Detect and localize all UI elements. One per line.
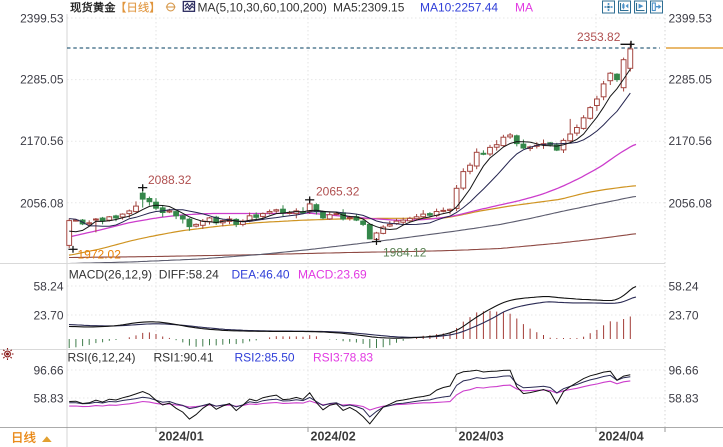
svg-text:1972.02: 1972.02	[78, 248, 122, 262]
svg-text:RSI1:90.41: RSI1:90.41	[154, 350, 214, 364]
svg-text:2024/03: 2024/03	[459, 430, 504, 444]
svg-text:58.83: 58.83	[33, 391, 63, 405]
svg-text:2170.56: 2170.56	[669, 134, 713, 148]
svg-text:2399.53: 2399.53	[20, 11, 64, 25]
svg-text:2353.82: 2353.82	[577, 30, 621, 44]
svg-text:2399.53: 2399.53	[669, 11, 713, 25]
svg-text:96.66: 96.66	[669, 363, 699, 377]
svg-text:2024/01: 2024/01	[159, 430, 204, 444]
svg-text:58.24: 58.24	[33, 279, 63, 293]
svg-text:DIFF:58.24: DIFF:58.24	[159, 268, 219, 282]
svg-text:2024/02: 2024/02	[311, 430, 356, 444]
svg-text:MACD(26,12,9): MACD(26,12,9)	[69, 268, 152, 282]
svg-text:23.70: 23.70	[33, 308, 63, 322]
svg-text:96.66: 96.66	[33, 363, 63, 377]
svg-text:2170.56: 2170.56	[20, 134, 64, 148]
svg-text:DEA:46.40: DEA:46.40	[232, 268, 290, 282]
svg-text:RSI3:78.83: RSI3:78.83	[313, 350, 373, 364]
svg-text:1984.12: 1984.12	[383, 246, 427, 260]
svg-text:23.70: 23.70	[669, 308, 699, 322]
svg-text:58.24: 58.24	[669, 279, 699, 293]
svg-text:RSI(6,12,24): RSI(6,12,24)	[68, 350, 136, 364]
svg-text:MA: MA	[515, 1, 533, 15]
svg-text:MA5:2309.15: MA5:2309.15	[333, 1, 405, 15]
svg-text:2056.08: 2056.08	[20, 196, 64, 210]
svg-text:2088.32: 2088.32	[148, 173, 192, 187]
svg-text:2056.08: 2056.08	[669, 196, 713, 210]
svg-text:MACD:23.69: MACD:23.69	[298, 268, 367, 282]
svg-text:MA(5,10,30,60,100,200): MA(5,10,30,60,100,200)	[198, 1, 327, 15]
svg-text:2024/04: 2024/04	[599, 430, 644, 444]
svg-text:58.83: 58.83	[669, 391, 699, 405]
svg-text:2285.05: 2285.05	[20, 72, 64, 86]
svg-text:2065.32: 2065.32	[316, 185, 360, 199]
svg-text:RSI2:85.50: RSI2:85.50	[235, 350, 295, 364]
svg-text:MA10:2257.44: MA10:2257.44	[420, 1, 498, 15]
svg-text:2285.05: 2285.05	[669, 72, 713, 86]
